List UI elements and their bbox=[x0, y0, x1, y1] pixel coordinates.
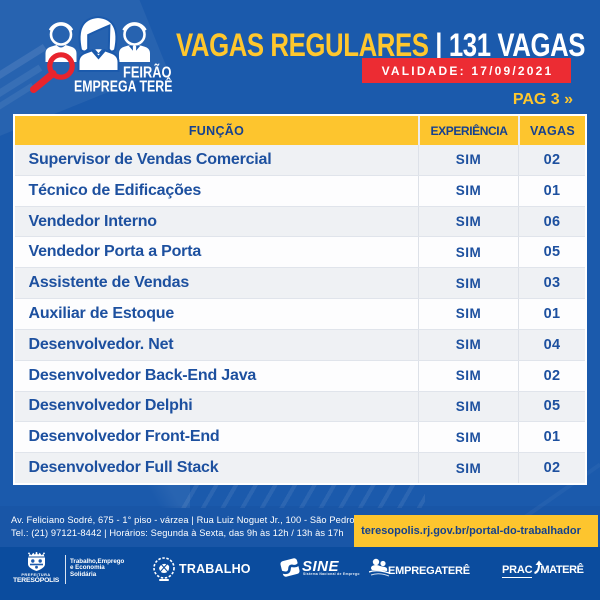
svg-text:FEIRÃO: FEIRÃO bbox=[123, 64, 172, 82]
svg-text:EMPREGA TERÊ: EMPREGA TERÊ bbox=[74, 78, 173, 96]
